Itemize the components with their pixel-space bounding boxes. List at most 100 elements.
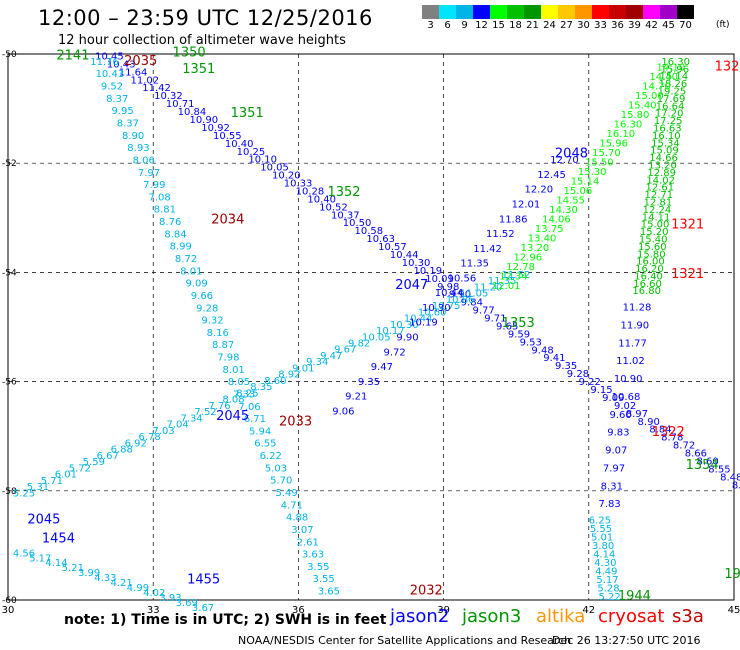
data-point-jason2: 7.03 [153,426,175,437]
data-point-jason2: 5.31 [27,482,49,493]
data-point-jason2: 10.90 [189,115,218,126]
data-point-jason2: 8.37 [106,94,128,105]
data-point-jason2: 12.20 [524,185,553,196]
data-point-jason2: 12.70 [550,155,579,166]
data-point-jason2: 3.93 [159,593,181,604]
data-point-jason2: 6.92 [125,438,147,449]
legend-item-altika: altika [536,606,586,627]
data-point-jason3: 16.30 [614,119,643,130]
y-tick-label: -58 [2,487,17,497]
colorbar-swatch [422,5,439,19]
data-point-jason2: 11.28 [623,303,652,314]
data-point-jason2: 9.15 [590,385,612,396]
data-point-jason2: 3.67 [192,603,214,614]
data-point-jason2: 10.44 [404,314,433,325]
data-point-jason2: 9.65 [496,321,518,332]
data-point-jason2: 11.90 [620,320,649,331]
colorbar-swatch [473,5,490,19]
pass-label: 1454 [42,532,75,547]
data-point-jason2: 4.88 [286,513,308,524]
colorbar-swatch [524,5,541,19]
colorbar-label: 27 [560,20,573,31]
data-point-jason2: 7.97 [138,168,160,179]
data-point-jason2: 8.90 [638,417,660,428]
data-point-jason3: 19.25 [658,87,687,98]
data-point-jason2: 10.40 [225,139,254,150]
colorbar-swatch [541,5,558,19]
data-point-jason2: 9.47 [371,362,393,373]
footer-timestamp: Dec 26 13:27:50 UTC 2016 [552,634,701,647]
data-point-jason2: 11.64 [119,67,148,78]
pass-label: 1351 [231,106,264,121]
data-point-jason2: 9.35 [358,377,380,388]
data-point-jason2: 5.03 [265,463,287,474]
data-point-jason2: 8.92 [278,370,300,381]
data-point-jason2: 8.93 [127,143,149,154]
data-point-jason2: 9.52 [101,82,123,93]
data-point-jason2: 8.72 [175,254,197,265]
data-point-jason2: 5.71 [41,476,63,487]
data-point-jason2: 9.98 [437,282,459,293]
data-point-jason2: 10.44 [390,250,419,261]
data-point-jason3: 12.78 [506,262,535,273]
data-point-jason2: 10.75 [432,301,461,312]
data-point-jason2: 7.98 [217,353,239,364]
data-point-jason3: 14.10 [657,62,686,73]
data-point-jason2: 8.35 [250,382,272,393]
data-point-jason2: 8.81 [154,205,176,216]
data-point-jason2: 8.60 [697,456,719,467]
data-point-jason3: 15.14 [660,72,689,83]
data-point-jason3: 12.24 [643,205,672,216]
data-point-jason3: 15.14 [571,176,600,187]
data-point-jason2: 10.55 [213,131,242,142]
data-point-jason2: 7.83 [598,499,620,510]
data-point-jason2: 5.94 [249,426,271,437]
data-point-jason2: 6.01 [55,470,77,481]
data-point-jason2: 5.21 [62,563,84,574]
data-point-jason2: 2.61 [297,537,319,548]
data-point-jason2: 8.84 [164,229,186,240]
data-point-jason2: 4.56 [13,548,35,559]
data-point-jason2: 11.35 [488,276,517,287]
data-point-jason2: 8.06 [133,155,155,166]
data-point-jason2: 9.82 [348,339,370,350]
data-point-jason2: 7.99 [143,180,165,191]
footer-credit: NOAA/NESDIS Center for Satellite Applica… [238,634,572,647]
colorbar-label: 9 [461,20,468,31]
data-point-jason2: 10.58 [355,226,384,237]
data-point-jason2: 10.92 [201,123,230,134]
data-point-jason2: 9.83 [607,428,629,439]
data-point-jason3: 15.34 [651,138,680,149]
pass-label: 1354 [686,458,719,473]
data-point-jason2: 10.09 [425,274,454,285]
pass-label: 19 [724,567,740,582]
pass-label: 1353 [502,316,535,331]
y-tick-label: -60 [2,596,17,606]
data-point-jason2: 8.66 [685,449,707,460]
data-point-jason2: 11.76 [90,57,119,68]
data-point-jason2: 6.67 [97,451,119,462]
data-point-jason2: 10.20 [272,171,301,182]
data-point-jason3: 17.25 [654,116,683,127]
data-point-jason3: 13.75 [535,224,564,235]
data-point-jason2: 9.22 [579,377,601,388]
data-point-jason3: 12.96 [513,252,542,263]
pass-label: 1352 [327,185,360,200]
pass-label: 2034 [211,212,244,227]
colorbar-label: 21 [526,20,539,31]
data-point-jason3: 15.00 [641,220,670,231]
data-point-jason3: 15.60 [638,242,667,253]
y-tick-label: -56 [2,378,17,388]
data-point-jason2: 7.33 [233,389,255,400]
data-point-jason3: 14.40 [649,72,678,83]
data-point-jason3: 12.01 [492,281,521,292]
data-point-jason3: 15.09 [650,146,679,157]
x-tick-label: 30 [2,605,15,616]
data-point-jason2: 9.35 [555,361,577,372]
data-point-jason2: 10.50 [343,218,372,229]
data-point-jason2: 10.44 [435,288,464,299]
colorbar-label: 33 [594,20,607,31]
data-point-jason2: 10.40 [307,194,336,205]
data-point-jason3: 14.55 [556,195,585,206]
data-point-jason3: 12.81 [644,197,673,208]
